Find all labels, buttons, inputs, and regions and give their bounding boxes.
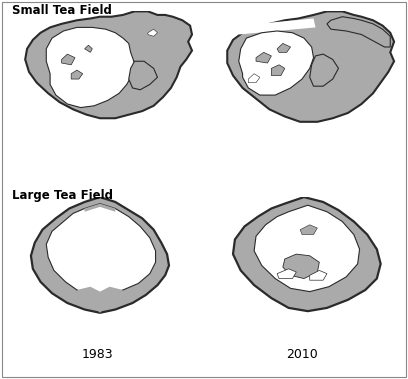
Polygon shape — [327, 17, 390, 47]
Polygon shape — [239, 31, 313, 95]
Polygon shape — [300, 225, 317, 235]
Polygon shape — [277, 44, 290, 52]
Polygon shape — [239, 19, 315, 34]
Text: Small Tea Field: Small Tea Field — [12, 4, 112, 17]
Polygon shape — [71, 70, 83, 79]
Polygon shape — [310, 271, 327, 280]
Polygon shape — [46, 27, 135, 108]
Polygon shape — [46, 204, 155, 295]
Polygon shape — [248, 74, 260, 83]
Polygon shape — [62, 54, 75, 65]
Polygon shape — [254, 205, 359, 291]
Text: Large Tea Field: Large Tea Field — [12, 190, 113, 202]
Polygon shape — [129, 61, 157, 90]
Polygon shape — [277, 269, 296, 279]
Text: 1983: 1983 — [82, 348, 114, 361]
Text: 2010: 2010 — [286, 348, 318, 361]
Polygon shape — [77, 287, 123, 313]
Polygon shape — [233, 197, 381, 311]
Polygon shape — [148, 29, 157, 36]
Polygon shape — [283, 254, 319, 279]
Polygon shape — [84, 45, 92, 52]
Polygon shape — [227, 11, 394, 122]
Polygon shape — [310, 54, 339, 86]
Polygon shape — [31, 197, 169, 313]
Polygon shape — [25, 11, 192, 118]
Polygon shape — [271, 65, 285, 75]
Polygon shape — [256, 52, 271, 63]
Polygon shape — [84, 204, 115, 212]
